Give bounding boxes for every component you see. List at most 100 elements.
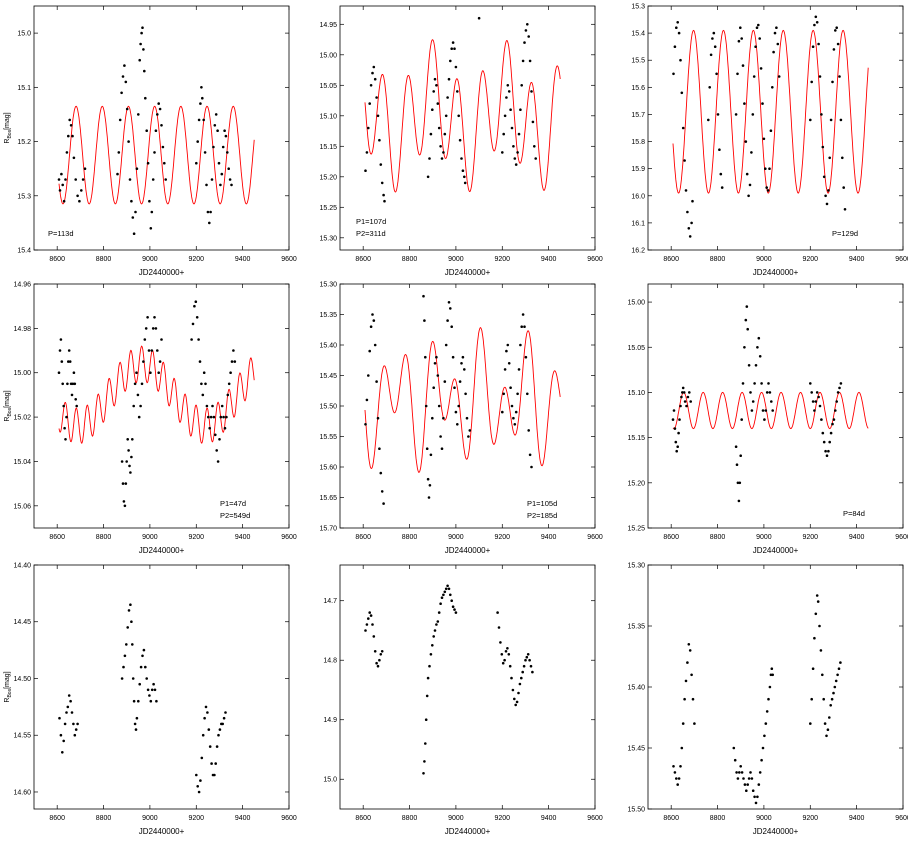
data-point [214,113,218,116]
data-point [673,427,677,430]
data-layer [57,300,255,508]
model-curve [58,105,255,205]
data-point [754,45,757,48]
data-point [456,423,459,426]
data-point [771,409,774,412]
y-tick-label: 16.2 [631,248,645,255]
data-point [463,181,467,185]
data-point [439,145,442,148]
data-point [736,72,739,76]
x-axis-label: JD2440000+ [139,827,185,836]
x-tick-label: 9600 [281,534,297,541]
data-point [149,371,152,375]
data-point [373,650,377,653]
x-tick-label: 9200 [802,534,818,541]
data-point [139,404,142,408]
x-tick-label: 9000 [142,534,158,541]
data-point [196,785,199,788]
data-point [509,108,512,111]
data-point [756,795,759,799]
data-point [204,705,208,709]
data-point [75,404,78,408]
data-point [681,391,684,394]
data-point [825,734,828,738]
data-point [515,700,519,704]
data-point [686,395,690,399]
data-point [829,431,833,435]
data-point [457,114,461,118]
data-point [375,380,378,383]
x-tick-label: 9000 [142,815,158,822]
data-point [217,161,221,165]
data-point [226,393,230,397]
panel-p12: 8600 8800 9000 9200 9400 9600 14.95 15.00 15.05 1… [319,5,603,277]
data-point [132,404,135,408]
x-tick-label: 9000 [756,256,772,263]
data-point [62,199,66,203]
y-tick-label: 15.06 [13,503,31,510]
data-point [213,773,216,777]
data-point [135,371,138,375]
data-point [380,650,384,653]
data-point [125,460,128,463]
data-point [682,391,686,394]
data-point [218,438,221,441]
data-point [747,777,751,780]
data-point [160,338,163,341]
data-point [461,355,465,359]
data-point [677,31,681,35]
data-point [751,113,755,116]
data-point [149,699,153,703]
data-point [450,47,454,50]
x-tick-label: 9600 [587,815,603,822]
data-point [745,172,749,176]
data-point [751,400,755,403]
data-point [62,739,65,743]
data-point [453,608,456,611]
data-point [832,418,836,421]
data-point [120,677,124,680]
x-tick-label: 9000 [448,256,464,263]
data-point [517,691,520,695]
data-point [815,21,819,24]
data-point [66,705,70,709]
data-point [520,84,523,87]
data-point [432,635,436,638]
data-point [368,611,372,614]
data-point [437,611,441,614]
data-point [158,360,162,363]
data-point [200,382,203,386]
data-point [506,84,510,87]
data-point [811,667,815,670]
data-point [765,186,768,189]
data-point [677,431,680,435]
data-point [200,756,204,760]
data-point [521,59,525,63]
x-axis-label: JD2440000+ [139,546,185,555]
data-point [428,664,431,668]
y-tick-label: 15.20 [627,480,645,487]
data-point [123,64,126,67]
data-point [197,338,200,341]
data-point [439,602,442,605]
data-point [64,178,67,181]
x-tick-label: 9400 [849,256,865,263]
data-point [817,42,820,46]
data-point [832,691,835,695]
data-point [157,371,160,375]
data-point [222,415,225,419]
data-point [516,392,519,396]
data-point [141,26,144,30]
data-point [835,400,838,403]
data-point [719,172,723,176]
x-tick-label: 9600 [281,815,297,822]
data-point [437,126,441,130]
data-point [750,409,754,412]
data-point [68,118,71,122]
data-point [524,29,528,32]
data-point [512,145,515,148]
data-point [679,404,682,408]
data-point [735,463,739,467]
data-point [453,386,456,390]
data-point [127,609,131,612]
